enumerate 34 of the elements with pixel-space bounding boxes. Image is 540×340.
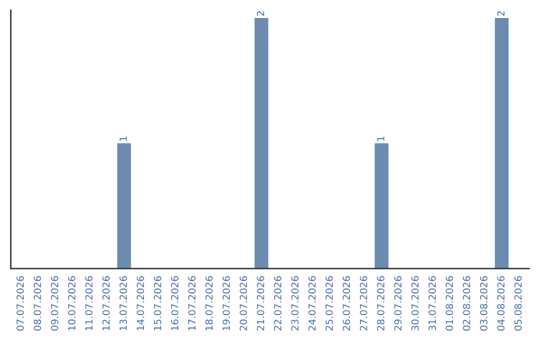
x-tick-label: 04.08.2026 bbox=[497, 276, 505, 331]
x-tick-label: 15.07.2026 bbox=[154, 276, 162, 330]
x-tick-label: 12.07.2026 bbox=[102, 276, 110, 330]
x-tick-label: 30.07.2026 bbox=[411, 276, 419, 330]
x-tick-label: 02.08.2026 bbox=[462, 276, 470, 331]
data-label: 1 bbox=[120, 136, 127, 141]
x-tick-label: 21.07.2026 bbox=[256, 276, 264, 330]
x-tick-label: 22.07.2026 bbox=[274, 276, 282, 330]
x-tick-label: 10.07.2026 bbox=[68, 276, 76, 330]
data-label: 2 bbox=[497, 11, 504, 16]
x-tick-label: 14.07.2026 bbox=[136, 276, 144, 330]
x-tick-label: 19.07.2026 bbox=[222, 276, 230, 330]
x-tick-label: 09.07.2026 bbox=[50, 276, 58, 331]
x-tick-label: 11.07.2026 bbox=[85, 276, 93, 330]
x-tick-label: 16.07.2026 bbox=[171, 276, 178, 330]
x-tick-label: 27.07.2026 bbox=[360, 276, 368, 330]
x-tick-label: 07.07.2026 bbox=[16, 276, 24, 331]
x-tick-label: 05.08.2026 bbox=[514, 276, 522, 331]
data-label: 1 bbox=[377, 136, 384, 141]
x-tick-label: 25.07.2026 bbox=[326, 276, 333, 330]
x-tick-label: 03.08.2026 bbox=[480, 276, 488, 331]
x-tick-label: 28.07.2026 bbox=[377, 276, 384, 330]
x-tick-label: 20.07.2026 bbox=[240, 276, 248, 330]
x-tick-label: 31.07.2026 bbox=[428, 276, 436, 330]
x-tick-label: 24.07.2026 bbox=[308, 276, 316, 330]
x-tick-label: 23.07.2026 bbox=[291, 276, 299, 330]
data-label: 2 bbox=[256, 11, 264, 16]
x-tick-label: 01.08.2026 bbox=[446, 276, 454, 331]
x-tick-label: 18.07.2026 bbox=[205, 276, 213, 330]
x-tick-label: 29.07.2026 bbox=[394, 276, 402, 330]
x-tick-label: 08.07.2026 bbox=[34, 276, 42, 331]
x-tick-label: 26.07.2026 bbox=[342, 276, 350, 330]
x-tick-label: 17.07.2026 bbox=[188, 276, 196, 330]
x-tick-label: 13.07.2026 bbox=[120, 276, 127, 330]
